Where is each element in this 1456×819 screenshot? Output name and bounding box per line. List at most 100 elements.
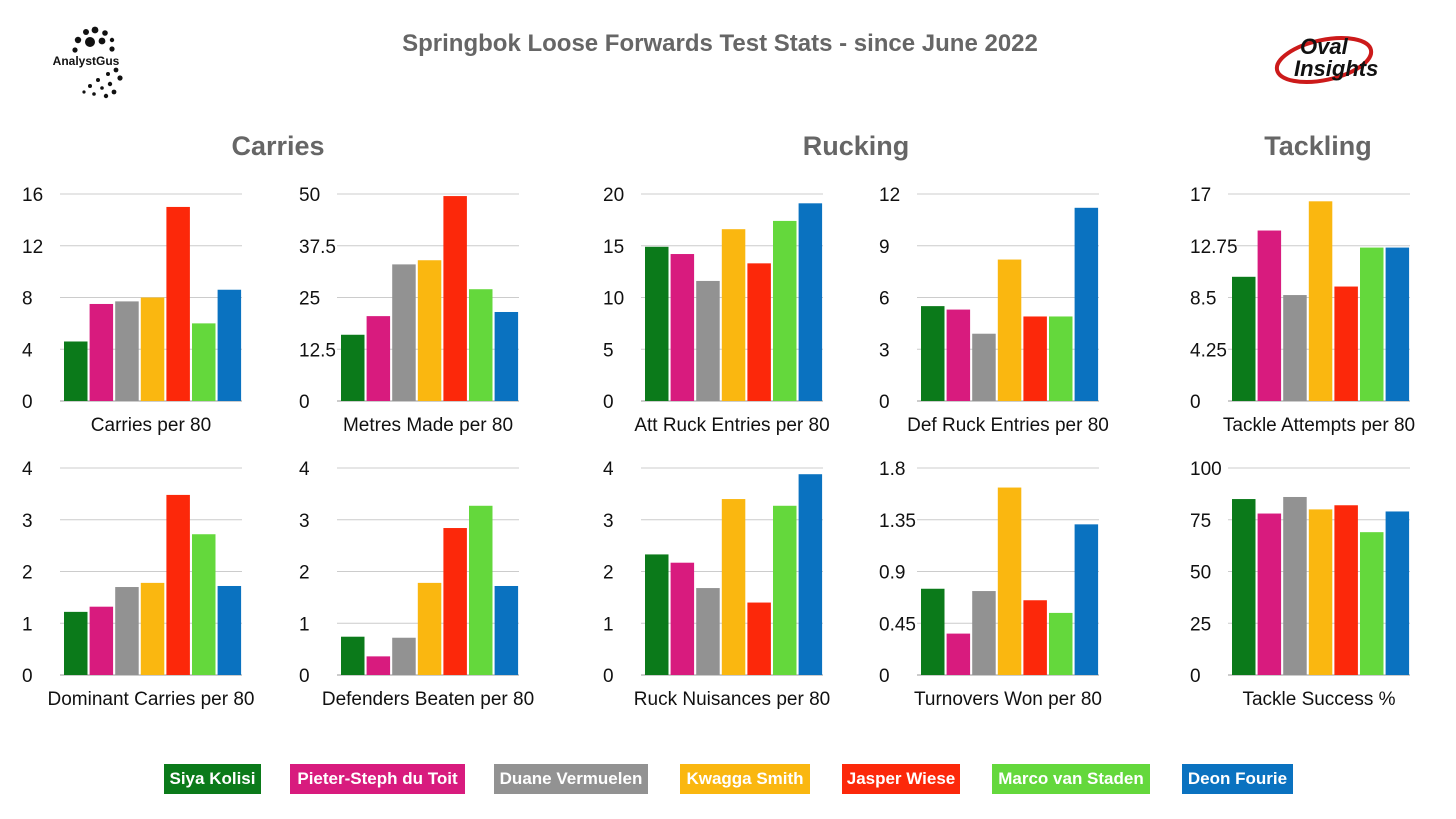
chart-7-ytick-label: 4 [299,459,310,480]
chart-6-ytick-label: 0 [22,666,33,687]
chart-9-ytick-label: 1.35 [879,511,916,532]
legend-item-6: Marco van Staden [992,764,1150,794]
section-title-carries: Carries [231,131,325,161]
chart-6-ytick-label: 3 [22,511,33,532]
legend-item-1: Siya Kolisi [164,764,261,794]
chart-3-bar-2 [670,254,695,401]
legend-item-3: Duane Vermuelen [494,764,648,794]
chart-5-ytick-label: 17 [1190,185,1211,206]
chart-8-bar-6 [773,505,797,675]
chart-5-bar-5 [1334,286,1358,401]
chart-4-bar-1 [921,306,945,401]
chart-2-bar-3 [392,264,416,401]
chart-3-bar-6 [773,220,797,401]
chart-8-ytick-label: 1 [603,614,614,635]
chart-4-bar-5 [1023,316,1047,401]
chart-4-bar-7 [1074,207,1099,401]
chart-3-bar-4 [721,229,746,401]
chart-3-bar-3 [696,280,720,401]
chart-2-ytick-label: 12.5 [299,340,336,361]
chart-3-ytick-label: 10 [603,289,624,310]
chart-2-xlabel: Metres Made per 80 [343,415,513,436]
chart-3-bar-1 [645,246,669,401]
chart-2-ytick-label: 0 [299,392,310,413]
chart-7-bar-1 [341,636,365,675]
chart-5-bar-1 [1232,276,1256,401]
chart-7-ytick-label: 1 [299,614,310,635]
chart-4-ytick-label: 12 [879,185,900,206]
chart-5-ytick-label: 12.75 [1190,237,1238,258]
chart-1-bar-3 [115,301,139,401]
chart-10-ytick-label: 0 [1190,666,1201,687]
chart-9-ytick-label: 0.45 [879,614,916,635]
chart-10-ytick-label: 100 [1190,459,1222,480]
legend-item-7: Deon Fourie [1182,764,1293,794]
chart-2-bar-2 [366,316,391,401]
chart-3-bar-5 [747,263,771,401]
chart-8-bar-2 [670,562,695,675]
chart-3-bar-7 [798,203,823,401]
chart-5-ytick-label: 8.5 [1190,289,1216,310]
chart-8-bar-3 [696,588,720,675]
analystgus-logo-text: AnalystGus [53,54,120,68]
chart-5-bar-6 [1360,247,1384,401]
chart-5-ytick-label: 0 [1190,392,1201,413]
chart-2-ytick-label: 50 [299,185,320,206]
chart-9-bar-3 [972,591,996,675]
chart-2-ytick-label: 37.5 [299,237,336,258]
chart-7-ytick-label: 0 [299,666,310,687]
chart-4-ytick-label: 3 [879,340,890,361]
section-title-rucking: Rucking [802,131,910,161]
chart-9-bar-7 [1074,524,1099,675]
chart-4-bar-6 [1049,316,1073,401]
chart-6-ytick-label: 4 [22,459,33,480]
chart-1-bar-2 [89,303,114,401]
chart-10-bar-1 [1232,499,1256,675]
chart-10-ytick-label: 50 [1190,563,1211,584]
section-title-tackling: Tackling [1264,131,1372,161]
chart-8-ytick-label: 2 [603,563,614,584]
oval-insights-logo-line2: Insights [1294,56,1378,81]
chart-9-ytick-label: 0.9 [879,563,905,584]
chart-5-bar-3 [1283,295,1307,401]
chart-8-ytick-label: 4 [603,459,614,480]
chart-2-bar-1 [341,334,365,401]
analystgus-logo: AnalystGus [53,26,123,99]
chart-9-ytick-label: 1.8 [879,459,905,480]
chart-7-bar-5 [443,528,467,675]
chart-1-ytick-label: 12 [22,237,43,258]
chart-1-ytick-label: 16 [22,185,43,206]
chart-10-bar-5 [1334,505,1358,675]
chart-3-ytick-label: 15 [603,237,624,258]
chart-3-ytick-label: 20 [603,185,624,206]
chart-9-bar-4 [997,487,1022,675]
chart-3-ytick-label: 0 [603,392,614,413]
chart-2-bar-7 [494,311,519,401]
chart-8-bar-1 [645,554,669,675]
chart-6-bar-7 [217,585,242,675]
chart-4-ytick-label: 9 [879,237,890,258]
chart-2-ytick-label: 25 [299,289,320,310]
chart-3-ytick-label: 5 [603,340,614,361]
chart-2-bar-4 [417,260,442,401]
chart-4-bar-2 [946,309,971,401]
chart-6-ytick-label: 2 [22,563,33,584]
chart-8-ytick-label: 0 [603,666,614,687]
chart-2-bar-6 [469,289,493,401]
chart-10-bar-7 [1385,511,1410,675]
chart-4-bar-3 [972,333,996,401]
legend-item-4: Kwagga Smith [680,764,810,794]
chart-4-ytick-label: 6 [879,289,890,310]
chart-6-ytick-label: 1 [22,614,33,635]
chart-main-title: Springbok Loose Forwards Test Stats - si… [402,30,1038,57]
chart-9-xlabel: Turnovers Won per 80 [914,689,1102,710]
chart-10-bar-3 [1283,496,1307,675]
chart-7-bar-6 [469,505,493,675]
oval-insights-logo: Oval Insights [1274,34,1378,84]
chart-1-bar-1 [64,341,88,401]
chart-7-ytick-label: 2 [299,563,310,584]
chart-1-ytick-label: 0 [22,392,33,413]
chart-6-bar-3 [115,587,139,675]
chart-7-bar-4 [417,582,442,675]
chart-4-ytick-label: 0 [879,392,890,413]
